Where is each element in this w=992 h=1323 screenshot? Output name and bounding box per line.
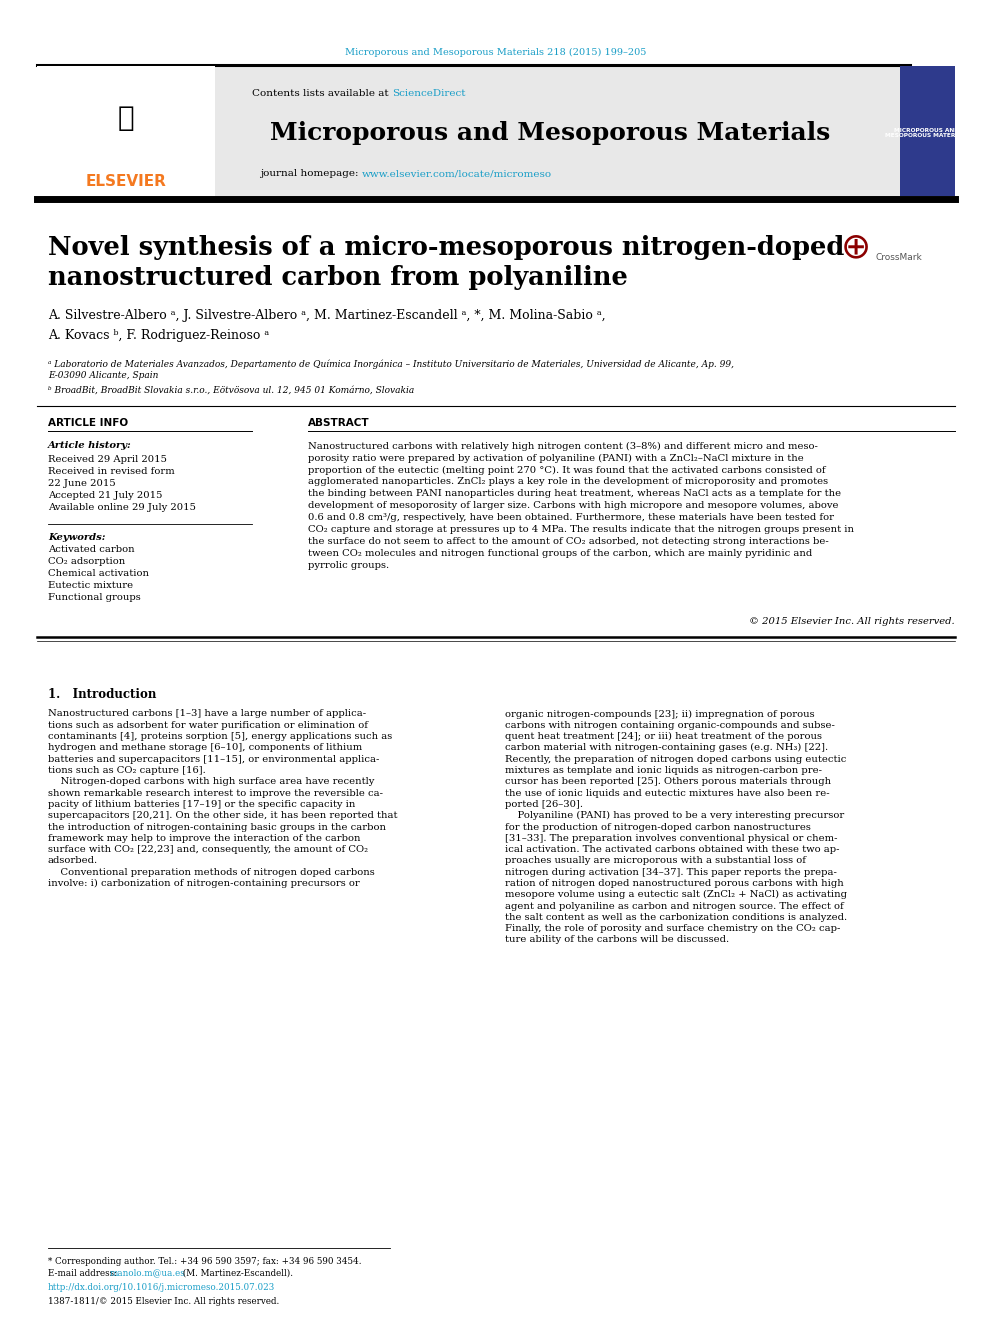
- Text: tions such as CO₂ capture [16].: tions such as CO₂ capture [16].: [48, 766, 205, 775]
- Text: Chemical activation: Chemical activation: [48, 569, 149, 578]
- Text: batteries and supercapacitors [11–15], or environmental applica-: batteries and supercapacitors [11–15], o…: [48, 754, 379, 763]
- Text: ScienceDirect: ScienceDirect: [392, 89, 465, 98]
- Text: carbons with nitrogen containing organic-compounds and subse-: carbons with nitrogen containing organic…: [505, 721, 835, 730]
- Bar: [900, 66, 955, 196]
- Text: ARTICLE INFO: ARTICLE INFO: [48, 418, 128, 429]
- Text: proaches usually are microporous with a substantial loss of: proaches usually are microporous with a …: [505, 856, 806, 865]
- Text: mixtures as template and ionic liquids as nitrogen-carbon pre-: mixtures as template and ionic liquids a…: [505, 766, 822, 775]
- Text: Microporous and Mesoporous Materials: Microporous and Mesoporous Materials: [270, 120, 830, 146]
- Text: Microporous and Mesoporous Materials 218 (2015) 199–205: Microporous and Mesoporous Materials 218…: [345, 48, 647, 57]
- Text: supercapacitors [20,21]. On the other side, it has been reported that: supercapacitors [20,21]. On the other si…: [48, 811, 398, 820]
- Text: http://dx.doi.org/10.1016/j.micromeso.2015.07.023: http://dx.doi.org/10.1016/j.micromeso.20…: [48, 1283, 275, 1293]
- Text: ration of nitrogen doped nanostructured porous carbons with high: ration of nitrogen doped nanostructured …: [505, 878, 844, 888]
- Text: cursor has been reported [25]. Others porous materials through: cursor has been reported [25]. Others po…: [505, 778, 831, 786]
- Text: 1.   Introduction: 1. Introduction: [48, 688, 157, 700]
- Text: tween CO₂ molecules and nitrogen functional groups of the carbon, which are main: tween CO₂ molecules and nitrogen functio…: [308, 549, 812, 558]
- Text: ELSEVIER: ELSEVIER: [85, 173, 167, 188]
- Text: the introduction of nitrogen-containing basic groups in the carbon: the introduction of nitrogen-containing …: [48, 823, 386, 831]
- Text: CO₂ adsorption: CO₂ adsorption: [48, 557, 125, 566]
- Bar: [37, 66, 215, 196]
- Text: pacity of lithium batteries [17–19] or the specific capacity in: pacity of lithium batteries [17–19] or t…: [48, 800, 355, 808]
- Text: pyrrolic groups.: pyrrolic groups.: [308, 561, 389, 570]
- Text: 0.6 and 0.8 cm³/g, respectively, have been obtained. Furthermore, these material: 0.6 and 0.8 cm³/g, respectively, have be…: [308, 513, 834, 523]
- Text: © 2015 Elsevier Inc. All rights reserved.: © 2015 Elsevier Inc. All rights reserved…: [749, 618, 955, 627]
- Text: Eutectic mixture: Eutectic mixture: [48, 582, 133, 590]
- Text: tions such as adsorbent for water purification or elimination of: tions such as adsorbent for water purifi…: [48, 721, 368, 730]
- Text: mesopore volume using a eutectic salt (ZnCl₂ + NaCl) as activating: mesopore volume using a eutectic salt (Z…: [505, 890, 847, 900]
- Text: organic nitrogen-compounds [23]; ii) impregnation of porous: organic nitrogen-compounds [23]; ii) imp…: [505, 709, 814, 718]
- Text: ᵇ BroadBit, BroadBit Slovakia s.r.o., Eötvösova ul. 12, 945 01 Komárno, Slovakia: ᵇ BroadBit, BroadBit Slovakia s.r.o., Eö…: [48, 385, 415, 394]
- Text: nitrogen during activation [34–37]. This paper reports the prepa-: nitrogen during activation [34–37]. This…: [505, 868, 837, 877]
- Text: the salt content as well as the carbonization conditions is analyzed.: the salt content as well as the carboniz…: [505, 913, 847, 922]
- Text: CrossMark: CrossMark: [875, 254, 922, 262]
- Text: the surface do not seem to affect to the amount of CO₂ adsorbed, not detecting s: the surface do not seem to affect to the…: [308, 537, 828, 546]
- Text: Received 29 April 2015: Received 29 April 2015: [48, 455, 167, 463]
- Text: agglomerated nanoparticles. ZnCl₂ plays a key role in the development of micropo: agglomerated nanoparticles. ZnCl₂ plays …: [308, 478, 828, 487]
- Text: Keywords:: Keywords:: [48, 532, 105, 541]
- Text: ⊕: ⊕: [841, 230, 871, 265]
- Text: Received in revised form: Received in revised form: [48, 467, 175, 475]
- Text: 22 June 2015: 22 June 2015: [48, 479, 116, 487]
- Text: surface with CO₂ [22,23] and, consequently, the amount of CO₂: surface with CO₂ [22,23] and, consequent…: [48, 845, 368, 855]
- Text: for the production of nitrogen-doped carbon nanostructures: for the production of nitrogen-doped car…: [505, 823, 810, 831]
- Text: Conventional preparation methods of nitrogen doped carbons: Conventional preparation methods of nitr…: [48, 868, 375, 877]
- Text: Recently, the preparation of nitrogen doped carbons using eutectic: Recently, the preparation of nitrogen do…: [505, 754, 846, 763]
- Text: Contents lists available at: Contents lists available at: [252, 89, 392, 98]
- Text: nanostructured carbon from polyaniline: nanostructured carbon from polyaniline: [48, 266, 628, 291]
- Text: A. Kovacs ᵇ, F. Rodriguez-Reinoso ᵃ: A. Kovacs ᵇ, F. Rodriguez-Reinoso ᵃ: [48, 329, 269, 343]
- Text: carbon material with nitrogen-containing gases (e.g. NH₃) [22].: carbon material with nitrogen-containing…: [505, 744, 828, 753]
- Text: Article history:: Article history:: [48, 442, 132, 451]
- Text: agent and polyaniline as carbon and nitrogen source. The effect of: agent and polyaniline as carbon and nitr…: [505, 901, 844, 910]
- Text: Nitrogen-doped carbons with high surface area have recently: Nitrogen-doped carbons with high surface…: [48, 778, 374, 786]
- Text: ᵃ Laboratorio de Materiales Avanzados, Departamento de Química Inorgánica – Inst: ᵃ Laboratorio de Materiales Avanzados, D…: [48, 360, 734, 369]
- Text: Available online 29 July 2015: Available online 29 July 2015: [48, 503, 196, 512]
- Text: involve: i) carbonization of nitrogen-containing precursors or: involve: i) carbonization of nitrogen-co…: [48, 878, 360, 888]
- Text: ture ability of the carbons will be discussed.: ture ability of the carbons will be disc…: [505, 935, 729, 945]
- Text: the binding between PANI nanoparticles during heat treatment, whereas NaCl acts : the binding between PANI nanoparticles d…: [308, 490, 841, 499]
- Text: 1387-1811/© 2015 Elsevier Inc. All rights reserved.: 1387-1811/© 2015 Elsevier Inc. All right…: [48, 1297, 280, 1306]
- Text: MICROPOROUS AND
MESOPOROUS MATERIALS: MICROPOROUS AND MESOPOROUS MATERIALS: [885, 127, 969, 139]
- Text: development of mesoporosity of larger size. Carbons with high micropore and meso: development of mesoporosity of larger si…: [308, 501, 838, 511]
- Text: proportion of the eutectic (melting point 270 °C). It was found that the activat: proportion of the eutectic (melting poin…: [308, 466, 825, 475]
- Text: Accepted 21 July 2015: Accepted 21 July 2015: [48, 491, 163, 500]
- Text: E-mail address:: E-mail address:: [48, 1269, 120, 1278]
- Text: manolo.m@ua.es: manolo.m@ua.es: [110, 1269, 186, 1278]
- Text: journal homepage:: journal homepage:: [260, 169, 362, 179]
- Text: Finally, the role of porosity and surface chemistry on the CO₂ cap-: Finally, the role of porosity and surfac…: [505, 925, 840, 933]
- Text: porosity ratio were prepared by activation of polyaniline (PANI) with a ZnCl₂–Na: porosity ratio were prepared by activati…: [308, 454, 804, 463]
- Text: www.elsevier.com/locate/micromeso: www.elsevier.com/locate/micromeso: [362, 169, 553, 179]
- Text: ported [26–30].: ported [26–30].: [505, 800, 583, 808]
- Text: Functional groups: Functional groups: [48, 594, 141, 602]
- Text: ABSTRACT: ABSTRACT: [308, 418, 370, 429]
- Text: ical activation. The activated carbons obtained with these two ap-: ical activation. The activated carbons o…: [505, 845, 839, 855]
- Text: [31–33]. The preparation involves conventional physical or chem-: [31–33]. The preparation involves conven…: [505, 833, 837, 843]
- Text: A. Silvestre-Albero ᵃ, J. Silvestre-Albero ᵃ, M. Martinez-Escandell ᵃ, *, M. Mol: A. Silvestre-Albero ᵃ, J. Silvestre-Albe…: [48, 308, 606, 321]
- Text: the use of ionic liquids and eutectic mixtures have also been re-: the use of ionic liquids and eutectic mi…: [505, 789, 829, 798]
- Text: contaminants [4], proteins sorption [5], energy applications such as: contaminants [4], proteins sorption [5],…: [48, 732, 392, 741]
- Text: (M. Martinez-Escandell).: (M. Martinez-Escandell).: [180, 1269, 293, 1278]
- Text: Nanostructured carbons [1–3] have a large number of applica-: Nanostructured carbons [1–3] have a larg…: [48, 709, 366, 718]
- Bar: [37, 66, 900, 196]
- Text: adsorbed.: adsorbed.: [48, 856, 98, 865]
- Text: * Corresponding author. Tel.: +34 96 590 3597; fax: +34 96 590 3454.: * Corresponding author. Tel.: +34 96 590…: [48, 1257, 361, 1266]
- Text: framework may help to improve the interaction of the carbon: framework may help to improve the intera…: [48, 833, 360, 843]
- Text: quent heat treatment [24]; or iii) heat treatment of the porous: quent heat treatment [24]; or iii) heat …: [505, 732, 822, 741]
- Text: CO₂ capture and storage at pressures up to 4 MPa. The results indicate that the : CO₂ capture and storage at pressures up …: [308, 525, 854, 534]
- Text: E-03090 Alicante, Spain: E-03090 Alicante, Spain: [48, 372, 159, 381]
- Text: hydrogen and methane storage [6–10], components of lithium: hydrogen and methane storage [6–10], com…: [48, 744, 362, 753]
- Text: Activated carbon: Activated carbon: [48, 545, 135, 554]
- Text: Polyaniline (PANI) has proved to be a very interesting precursor: Polyaniline (PANI) has proved to be a ve…: [505, 811, 844, 820]
- Text: Nanostructured carbons with relatively high nitrogen content (3–8%) and differen: Nanostructured carbons with relatively h…: [308, 442, 817, 451]
- Text: shown remarkable research interest to improve the reversible ca-: shown remarkable research interest to im…: [48, 789, 383, 798]
- Text: 🌲: 🌲: [118, 105, 134, 132]
- Text: Novel synthesis of a micro-mesoporous nitrogen-doped: Novel synthesis of a micro-mesoporous ni…: [48, 235, 844, 261]
